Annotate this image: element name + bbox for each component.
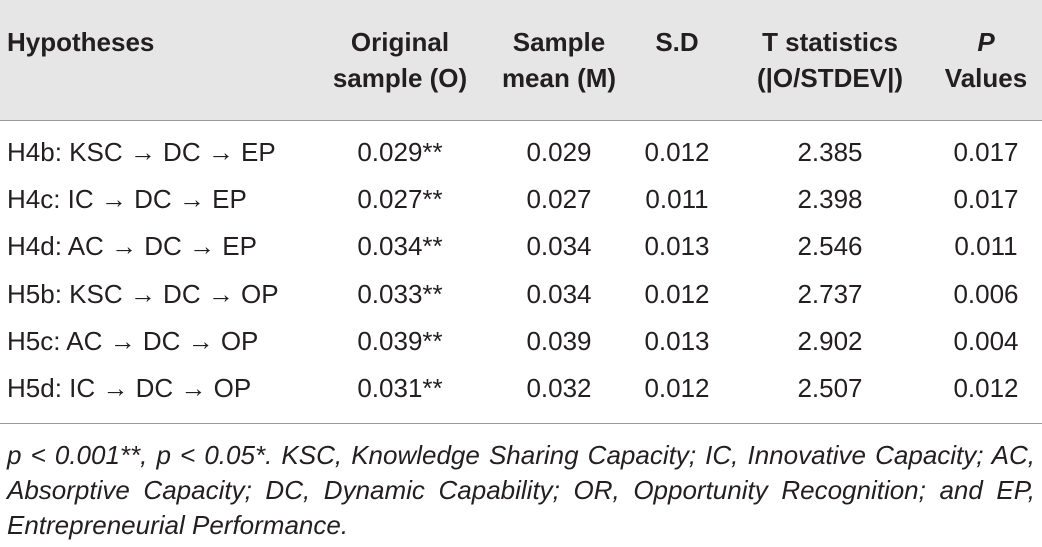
header-t-line1: T statistics <box>762 27 898 57</box>
table-row-mean: 0.029 <box>526 137 592 167</box>
table-bottom-rule <box>0 423 1042 424</box>
table-row-hypothesis: H4c: IC → DC → EP <box>7 184 247 214</box>
table-row-p: 0.006 <box>953 279 1019 309</box>
header-original-line1: Original <box>350 27 450 57</box>
table-row-t: 2.398 <box>797 184 863 214</box>
header-t-statistics: T statistics (|O/STDEV|) <box>740 24 920 96</box>
table-row-p: 0.017 <box>953 184 1019 214</box>
table-row-p: 0.017 <box>953 137 1019 167</box>
header-t-line2: (|O/STDEV|) <box>757 63 903 93</box>
table-row-original: 0.033** <box>357 279 443 309</box>
table-row-mean: 0.039 <box>526 326 592 356</box>
table-row-t: 2.385 <box>797 137 863 167</box>
table-footnote: p < 0.001**, p < 0.05*. KSC, Knowledge S… <box>7 440 1035 540</box>
header-sd: S.D <box>632 24 722 60</box>
table-row-p: 0.004 <box>953 326 1019 356</box>
table-row-mean: 0.034 <box>526 231 592 261</box>
table-row-hypothesis: H4b: KSC → DC → EP <box>7 137 276 167</box>
header-mean-line2: mean (M) <box>501 63 617 93</box>
table-header-band <box>0 0 1042 120</box>
table-row-p: 0.012 <box>953 373 1019 403</box>
header-sample-mean: Sample mean (M) <box>484 24 634 96</box>
table-row-mean: 0.032 <box>526 373 592 403</box>
table-row-hypothesis: H5b: KSC → DC → OP <box>7 279 279 309</box>
table-row-original: 0.034** <box>357 231 443 261</box>
header-p-line2: Values <box>944 63 1028 93</box>
table-row-t: 2.507 <box>797 373 863 403</box>
header-p-values: P Values <box>930 24 1042 96</box>
table-row-hypothesis: H5c: AC → DC → OP <box>7 326 259 356</box>
table-row-t: 2.737 <box>797 279 863 309</box>
table-row-sd: 0.012 <box>644 137 710 167</box>
header-sd-label: S.D <box>655 27 699 57</box>
table-row-sd: 0.011 <box>645 184 709 214</box>
table-row-mean: 0.027 <box>526 184 592 214</box>
header-original-sample: Original sample (O) <box>320 24 480 96</box>
table-row-t: 2.546 <box>797 231 863 261</box>
table-row-sd: 0.012 <box>644 373 710 403</box>
table-row-hypothesis: H4d: AC → DC → EP <box>7 231 257 261</box>
header-hypotheses-label: Hypotheses <box>7 27 155 57</box>
table-row-original: 0.027** <box>357 184 443 214</box>
table-row-p: 0.011 <box>954 231 1018 261</box>
header-original-line2: sample (O) <box>332 63 468 93</box>
table-row-original: 0.031** <box>357 373 443 403</box>
header-p-line1: P <box>977 27 995 57</box>
table-row-hypothesis: H5d: IC → DC → OP <box>7 373 252 403</box>
table-row-original: 0.039** <box>357 326 443 356</box>
header-mean-line1: Sample <box>512 27 606 57</box>
table-row-sd: 0.012 <box>644 279 710 309</box>
table-row-sd: 0.013 <box>644 326 710 356</box>
table-row-mean: 0.034 <box>526 279 592 309</box>
table-row-t: 2.902 <box>797 326 863 356</box>
header-hypotheses: Hypotheses <box>7 24 154 60</box>
table-row-original: 0.029** <box>357 137 443 167</box>
table-row-sd: 0.013 <box>644 231 710 261</box>
header-divider <box>0 120 1042 121</box>
